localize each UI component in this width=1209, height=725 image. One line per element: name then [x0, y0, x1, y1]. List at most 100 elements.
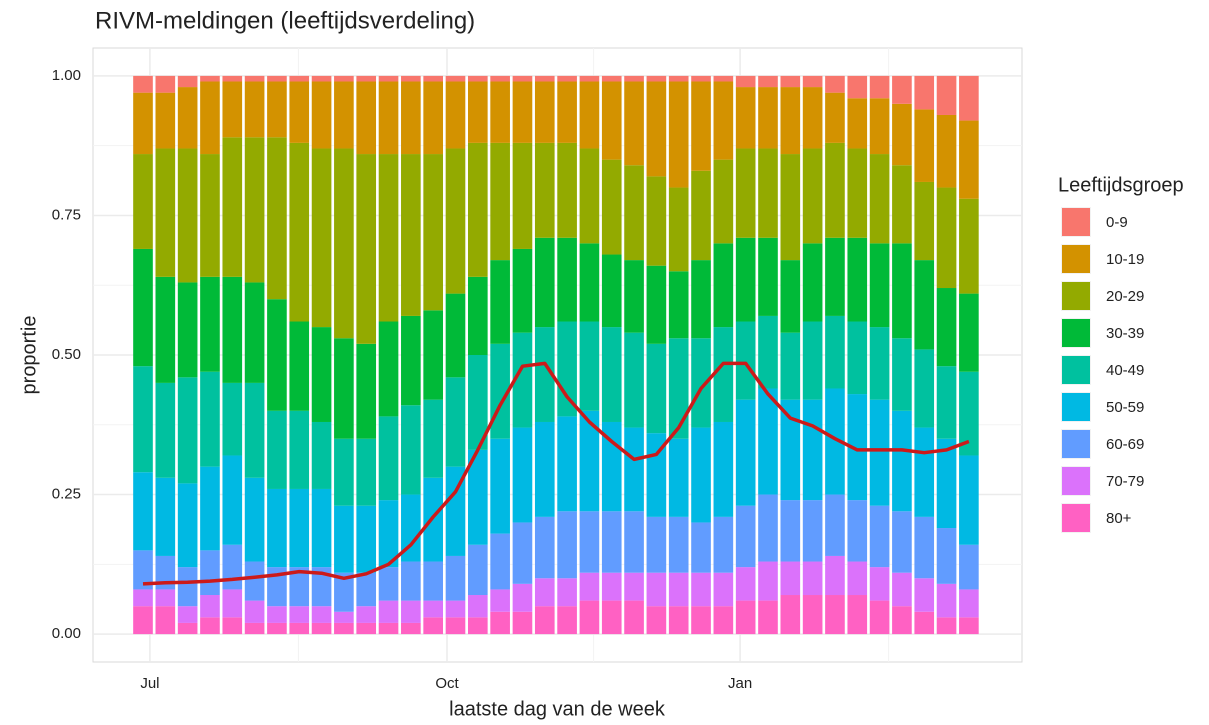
bar-segment — [356, 343, 377, 439]
bar-segment — [847, 561, 868, 596]
bar-segment — [847, 98, 868, 149]
bar-segment — [445, 81, 466, 149]
bar-segment — [869, 75, 890, 99]
bar-segment — [959, 75, 979, 121]
bar-segment — [601, 572, 622, 601]
bar-segment — [378, 500, 399, 568]
bar-segment — [557, 606, 577, 635]
bar-segment — [802, 595, 823, 635]
bar-segment — [356, 81, 377, 155]
bar-segment — [445, 148, 466, 294]
bar-segment — [735, 567, 756, 601]
bar-segment — [892, 606, 912, 635]
bar-segment — [691, 606, 711, 635]
bar-segment — [735, 399, 756, 506]
legend-label: 50-59 — [1106, 399, 1144, 416]
bar-segment — [892, 338, 912, 411]
bar-segment — [691, 522, 711, 573]
bar-segment — [334, 438, 354, 506]
bar-segment — [289, 488, 310, 568]
bar-segment — [691, 338, 711, 428]
bar-segment — [646, 265, 667, 344]
bar-segment — [200, 75, 220, 82]
bar-segment — [735, 505, 756, 568]
bar-segment — [423, 81, 443, 155]
bar-segment — [691, 75, 711, 82]
bar-segment — [825, 75, 845, 93]
bar-segment — [267, 75, 287, 82]
bar-segment — [311, 488, 332, 568]
bar-segment — [401, 561, 421, 601]
bar-segment — [892, 103, 912, 166]
bar-segment — [825, 555, 845, 596]
bar-segment — [959, 198, 979, 294]
bar-segment — [780, 260, 801, 333]
bar-segment — [534, 421, 555, 517]
bar-segment — [244, 282, 265, 383]
bar-segment — [624, 165, 644, 261]
bar-segment — [691, 170, 711, 261]
bar-segment — [334, 611, 354, 623]
bar-segment — [936, 75, 957, 115]
bar-segment — [914, 427, 935, 517]
bar-segment — [735, 237, 756, 322]
bar-segment — [177, 377, 198, 484]
bar-segment — [490, 75, 510, 82]
bar-segment — [668, 81, 689, 188]
bar-segment — [624, 75, 644, 82]
bar-segment — [713, 243, 734, 328]
bar-segment — [155, 276, 176, 383]
bar-segment — [624, 572, 644, 601]
legend-label: 80+ — [1106, 510, 1132, 527]
bar-segment — [735, 148, 756, 238]
bar-segment — [512, 248, 533, 333]
x-axis-title: laatste dag van de week — [449, 698, 666, 720]
bar-segment — [601, 159, 622, 255]
bar-segment — [668, 271, 689, 339]
bar-segment — [200, 466, 220, 551]
bar-segment — [735, 600, 756, 635]
bar-segment — [601, 254, 622, 328]
x-tick-label: Oct — [435, 675, 459, 692]
bar-segment — [601, 511, 622, 573]
bar-segment — [222, 137, 243, 277]
bar-segment — [401, 600, 421, 623]
bar-segment — [445, 555, 466, 601]
bar-segment — [467, 449, 488, 545]
bar-segment — [735, 87, 756, 149]
bar-segment — [780, 595, 801, 635]
bar-segment — [646, 343, 667, 434]
bar-segment — [601, 81, 622, 160]
bar-segment — [557, 81, 577, 143]
bar-segment — [802, 500, 823, 562]
bar-segment — [356, 154, 377, 344]
bar-segment — [847, 75, 868, 99]
bar-segment — [512, 81, 533, 143]
bar-segment — [579, 410, 600, 512]
bar-segment — [668, 516, 689, 573]
bar-segment — [467, 81, 488, 143]
bar-segment — [155, 606, 176, 635]
bar-segment — [334, 572, 354, 612]
bar-segment — [311, 81, 332, 149]
bar-segment — [847, 595, 868, 635]
bar-segment — [847, 148, 868, 238]
bar-segment — [177, 483, 198, 568]
bar-segment — [490, 589, 510, 612]
bar-segment — [378, 81, 399, 155]
bar-segment — [267, 622, 287, 635]
bar-segment — [289, 622, 310, 635]
bar-segment — [847, 321, 868, 395]
bar-segment — [646, 75, 667, 82]
bar-segment — [490, 142, 510, 261]
bar-segment — [691, 81, 711, 171]
bar-segment — [579, 511, 600, 573]
bar-segment — [133, 92, 153, 155]
bar-segment — [133, 589, 153, 607]
bar-segment — [378, 321, 399, 417]
bar-segment — [244, 137, 265, 283]
bar-segment — [914, 260, 935, 350]
line — [142, 361, 970, 586]
bar-segment — [847, 394, 868, 501]
bar-segment — [244, 622, 265, 635]
